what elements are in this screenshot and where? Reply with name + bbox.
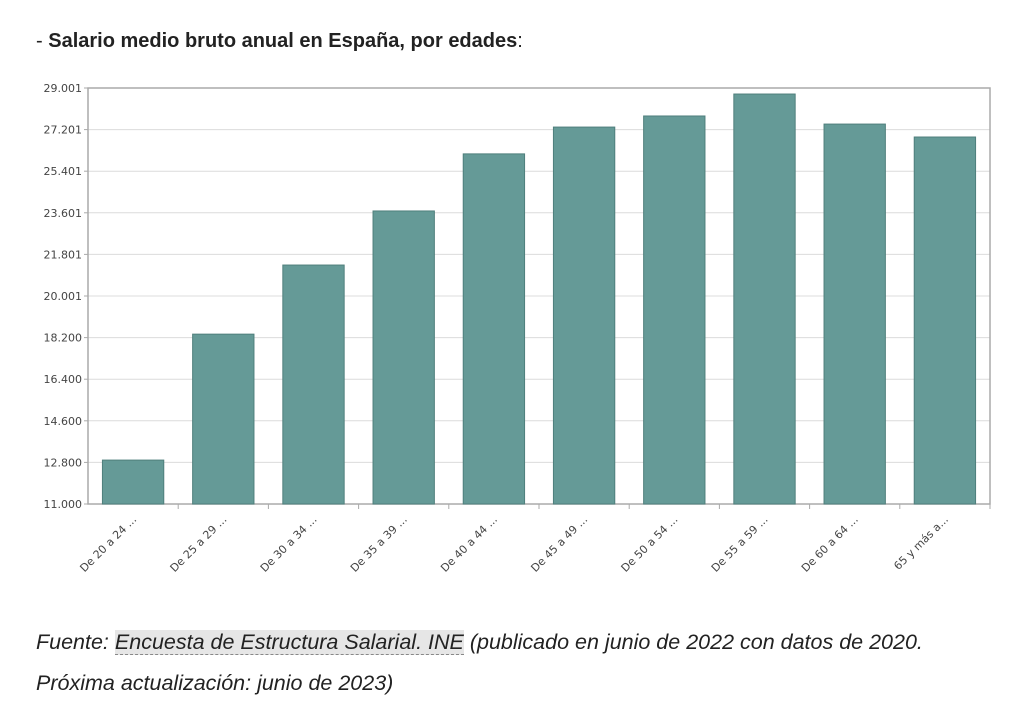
heading-prefix: - <box>36 30 43 52</box>
y-tick-label: 14.600 <box>44 415 83 428</box>
bar <box>101 459 165 505</box>
bar <box>552 126 616 505</box>
bar <box>282 264 345 505</box>
y-tick-label: 12.800 <box>44 456 83 469</box>
y-tick-label: 21.801 <box>44 248 83 261</box>
x-tick-label: De 60 a 64 ... <box>799 513 861 575</box>
heading-suffix: : <box>517 30 523 52</box>
bar <box>913 136 977 505</box>
x-tick-label: De 35 a 39 ... <box>348 513 410 575</box>
source-note: (publicado en junio de 2022 con datos de… <box>36 630 923 695</box>
y-tick-label: 20.001 <box>44 290 83 303</box>
x-tick-label: De 30 a 34 ... <box>258 513 320 575</box>
y-tick-label: 16.400 <box>44 373 83 386</box>
chart: 11.000 12.800 14.600 16.400 18.200 20.001 21.8… <box>44 82 991 575</box>
y-tick-label: 11.000 <box>44 498 83 511</box>
y-tick-label: 23.601 <box>44 207 83 220</box>
bar <box>643 115 706 505</box>
y-tick-label: 25.401 <box>44 165 83 178</box>
y-tick-label: 29.001 <box>44 82 83 95</box>
x-tick-label: De 20 a 24 ... <box>77 513 139 575</box>
source-link[interactable]: Encuesta de Estructura Salarial. INE <box>114 630 464 655</box>
x-tick-label: De 45 a 49 ... <box>528 513 590 575</box>
bar <box>733 93 796 505</box>
bar <box>372 210 435 505</box>
heading-title: Salario medio bruto anual en España, por… <box>48 30 518 52</box>
heading: - Salario medio bruto anual en España, p… <box>36 30 523 53</box>
x-tick-label: De 40 a 44 ... <box>438 513 500 575</box>
y-tick-label: 27.201 <box>44 124 83 137</box>
source-label: Fuente: <box>36 630 109 654</box>
x-tick-label: 65 y más a... <box>891 513 951 573</box>
x-tick-label: De 55 a 59 ... <box>709 513 771 575</box>
y-tick-label: 18.200 <box>44 332 83 345</box>
bar <box>823 123 886 505</box>
bar <box>192 333 255 505</box>
bar <box>462 153 526 505</box>
source: Fuente: Encuesta de Estructura Salarial.… <box>36 622 986 704</box>
x-tick-label: De 25 a 29 ... <box>168 513 230 575</box>
x-tick-label: De 50 a 54 ... <box>619 513 681 575</box>
